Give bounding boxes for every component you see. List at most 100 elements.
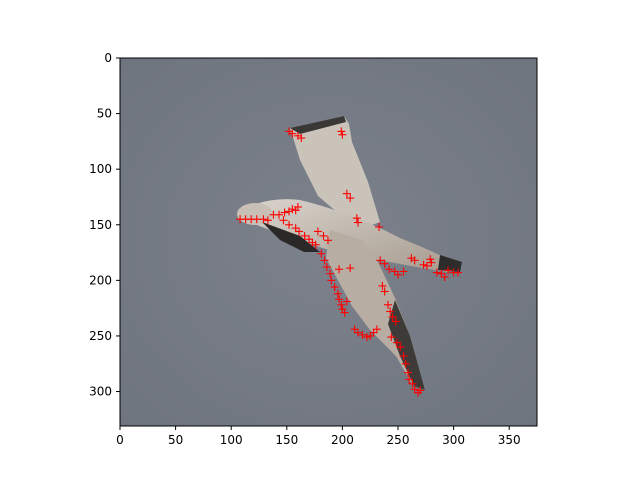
x-tick-label: 150 — [275, 433, 298, 447]
data-point — [419, 260, 428, 269]
data-point — [346, 194, 355, 203]
data-point — [350, 325, 359, 334]
y-tick-label: 150 — [89, 218, 112, 232]
data-point — [346, 264, 355, 273]
background-image — [120, 58, 537, 426]
data-point — [353, 328, 362, 337]
data-point — [252, 215, 261, 224]
data-point — [410, 256, 419, 265]
data-point — [342, 189, 351, 198]
data-point — [366, 331, 375, 340]
data-point — [432, 268, 441, 277]
data-point — [280, 208, 289, 217]
data-point — [390, 267, 399, 276]
data-point — [408, 379, 417, 388]
data-point — [444, 266, 453, 275]
data-point — [383, 300, 392, 309]
data-point — [337, 127, 346, 136]
plot-frame — [119, 57, 538, 427]
data-point — [410, 385, 419, 394]
data-point — [399, 267, 408, 276]
data-point — [422, 261, 431, 270]
data-point — [293, 202, 302, 211]
data-point — [387, 333, 396, 342]
data-point — [285, 220, 294, 229]
data-point — [358, 330, 367, 339]
x-tick-label: 350 — [498, 433, 521, 447]
data-point — [300, 231, 309, 240]
data-point — [372, 325, 381, 334]
data-point — [263, 216, 272, 225]
data-point — [426, 255, 435, 264]
data-point — [380, 287, 389, 296]
y-tick-label: 300 — [89, 385, 112, 399]
data-point — [275, 210, 284, 219]
data-point — [338, 130, 347, 139]
data-point — [311, 240, 320, 249]
data-point — [288, 129, 297, 138]
data-point — [369, 328, 378, 337]
data-point — [326, 269, 335, 278]
data-point — [335, 265, 344, 274]
data-point — [362, 333, 371, 342]
data-point — [333, 289, 342, 298]
data-point — [295, 227, 304, 236]
marker-layer — [236, 127, 463, 397]
data-point — [352, 214, 361, 223]
data-point — [342, 297, 351, 306]
data-point — [388, 313, 397, 322]
data-point — [327, 276, 336, 285]
x-tick-label: 250 — [387, 433, 410, 447]
data-point — [288, 205, 297, 214]
data-point — [427, 258, 436, 267]
data-point — [391, 317, 400, 326]
data-point — [259, 215, 268, 224]
data-point — [375, 222, 384, 231]
data-point — [437, 269, 446, 278]
data-point — [440, 273, 449, 282]
data-point — [394, 270, 402, 279]
data-point — [396, 343, 405, 352]
data-point — [317, 249, 326, 258]
data-point — [335, 295, 344, 304]
x-tick-label: 0 — [116, 433, 124, 447]
data-point — [337, 300, 346, 309]
data-point — [454, 268, 463, 277]
data-point — [353, 218, 362, 227]
y-axis: 0 50 100 150 200 250 300 — [89, 51, 120, 399]
x-tick-label: 100 — [220, 433, 243, 447]
y-tick-label: 0 — [104, 51, 112, 65]
data-point — [291, 224, 300, 233]
data-point — [378, 281, 387, 290]
y-tick-label: 250 — [89, 329, 112, 343]
data-point — [305, 235, 314, 244]
data-point — [385, 265, 394, 274]
x-tick-label: 200 — [331, 433, 354, 447]
data-point — [313, 227, 322, 236]
data-point — [401, 359, 410, 368]
gull-upper-wing — [290, 116, 380, 230]
data-point — [404, 368, 413, 377]
data-point — [405, 375, 414, 384]
y-tick-label: 100 — [89, 162, 112, 176]
data-point — [323, 236, 332, 245]
data-point — [340, 308, 349, 317]
x-tick-label: 50 — [168, 433, 183, 447]
data-point — [386, 307, 395, 316]
x-axis: 0 50 100 150 200 250 300 350 — [116, 426, 521, 447]
data-point — [376, 256, 385, 265]
y-tick-label: 50 — [97, 107, 112, 121]
data-point — [380, 259, 389, 268]
data-point — [322, 263, 331, 272]
data-point — [399, 351, 408, 360]
data-point — [279, 216, 288, 225]
data-point — [416, 386, 425, 395]
y-tick-label: 200 — [89, 273, 112, 287]
data-point — [297, 134, 306, 143]
data-point — [319, 231, 328, 240]
data-point — [330, 283, 339, 292]
x-tick-label: 300 — [442, 433, 465, 447]
data-point — [320, 256, 329, 265]
data-point — [392, 338, 401, 347]
